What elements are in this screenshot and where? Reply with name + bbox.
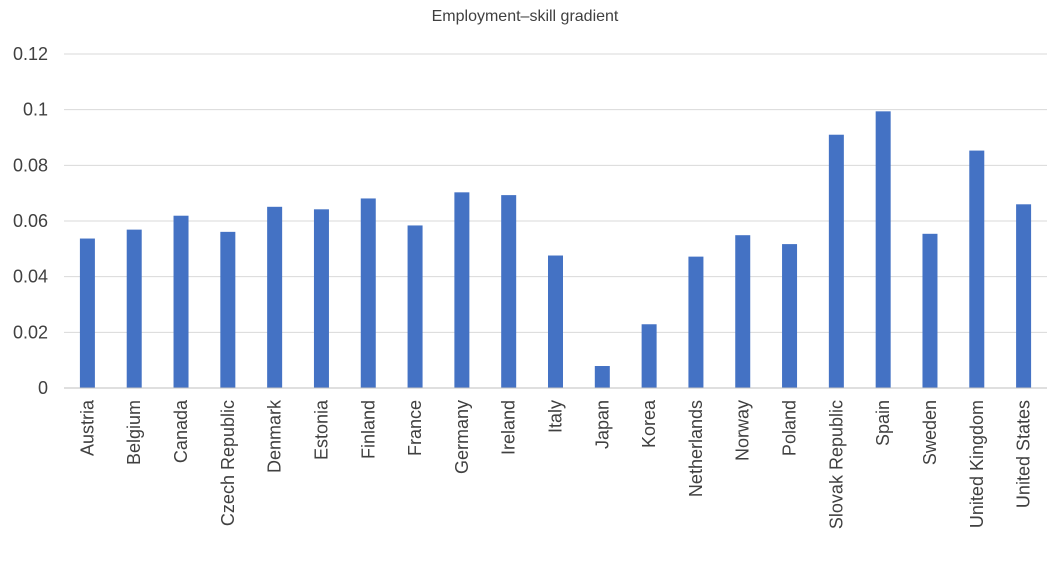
bar-france [407,225,423,388]
bar-finland [360,198,376,388]
y-tick-label: 0.02 [13,322,48,342]
x-tick-label: Poland [780,400,800,456]
x-tick-label: Sweden [920,400,940,465]
bar-norway [735,235,751,388]
bar-canada [173,215,189,388]
x-tick-label: Germany [452,400,472,474]
bar-estonia [313,209,329,388]
x-tick-label: Norway [733,400,753,461]
x-tick-label: United States [1014,400,1034,508]
x-tick-label: United Kingdom [967,400,987,528]
bar-belgium [126,229,142,388]
bar-spain [875,111,891,388]
x-tick-label: Ireland [499,400,519,455]
x-tick-label: Czech Republic [218,400,238,526]
y-axis-tick-labels: 0 0.02 0.04 0.06 0.08 0.1 0.12 [13,44,48,398]
bar-united-states [1016,204,1032,388]
y-tick-label: 0.1 [23,100,48,120]
bar-korea [641,324,657,388]
x-tick-label: Japan [592,400,612,449]
x-tick-label: France [405,400,425,456]
bar-czech-republic [220,231,236,388]
x-tick-label: Belgium [124,400,144,465]
y-tick-label: 0.04 [13,267,48,287]
bar-netherlands [688,256,704,388]
bar-japan [594,366,610,388]
x-tick-label: Denmark [265,399,285,473]
bar-sweden [922,233,938,388]
chart-title: Employment–skill gradient [432,8,619,25]
bar-united-kingdom [969,150,985,388]
x-tick-label: Netherlands [686,400,706,497]
x-tick-label: Finland [358,400,378,459]
x-axis-tick-labels: Austria Belgium Canada Czech Republic Denmar… [77,399,1033,529]
bar-italy [548,255,563,388]
y-tick-label: 0.12 [13,44,48,64]
bars [79,111,1032,388]
bar-denmark [267,206,283,388]
x-tick-label: Austria [77,399,97,456]
y-tick-label: 0.08 [13,155,48,175]
x-tick-label: Estonia [311,399,331,460]
x-tick-label: Slovak Republic [826,400,846,529]
x-tick-label: Spain [873,400,893,446]
bar-ireland [501,195,517,388]
bar-germany [454,192,470,388]
bar-austria [79,238,95,388]
x-tick-label: Canada [171,399,191,463]
x-tick-label: Korea [639,399,659,448]
y-tick-label: 0 [38,378,48,398]
bar-slovak-republic [828,134,844,388]
y-tick-label: 0.06 [13,211,48,231]
bar-poland [782,244,798,388]
x-tick-label: Italy [546,400,566,433]
